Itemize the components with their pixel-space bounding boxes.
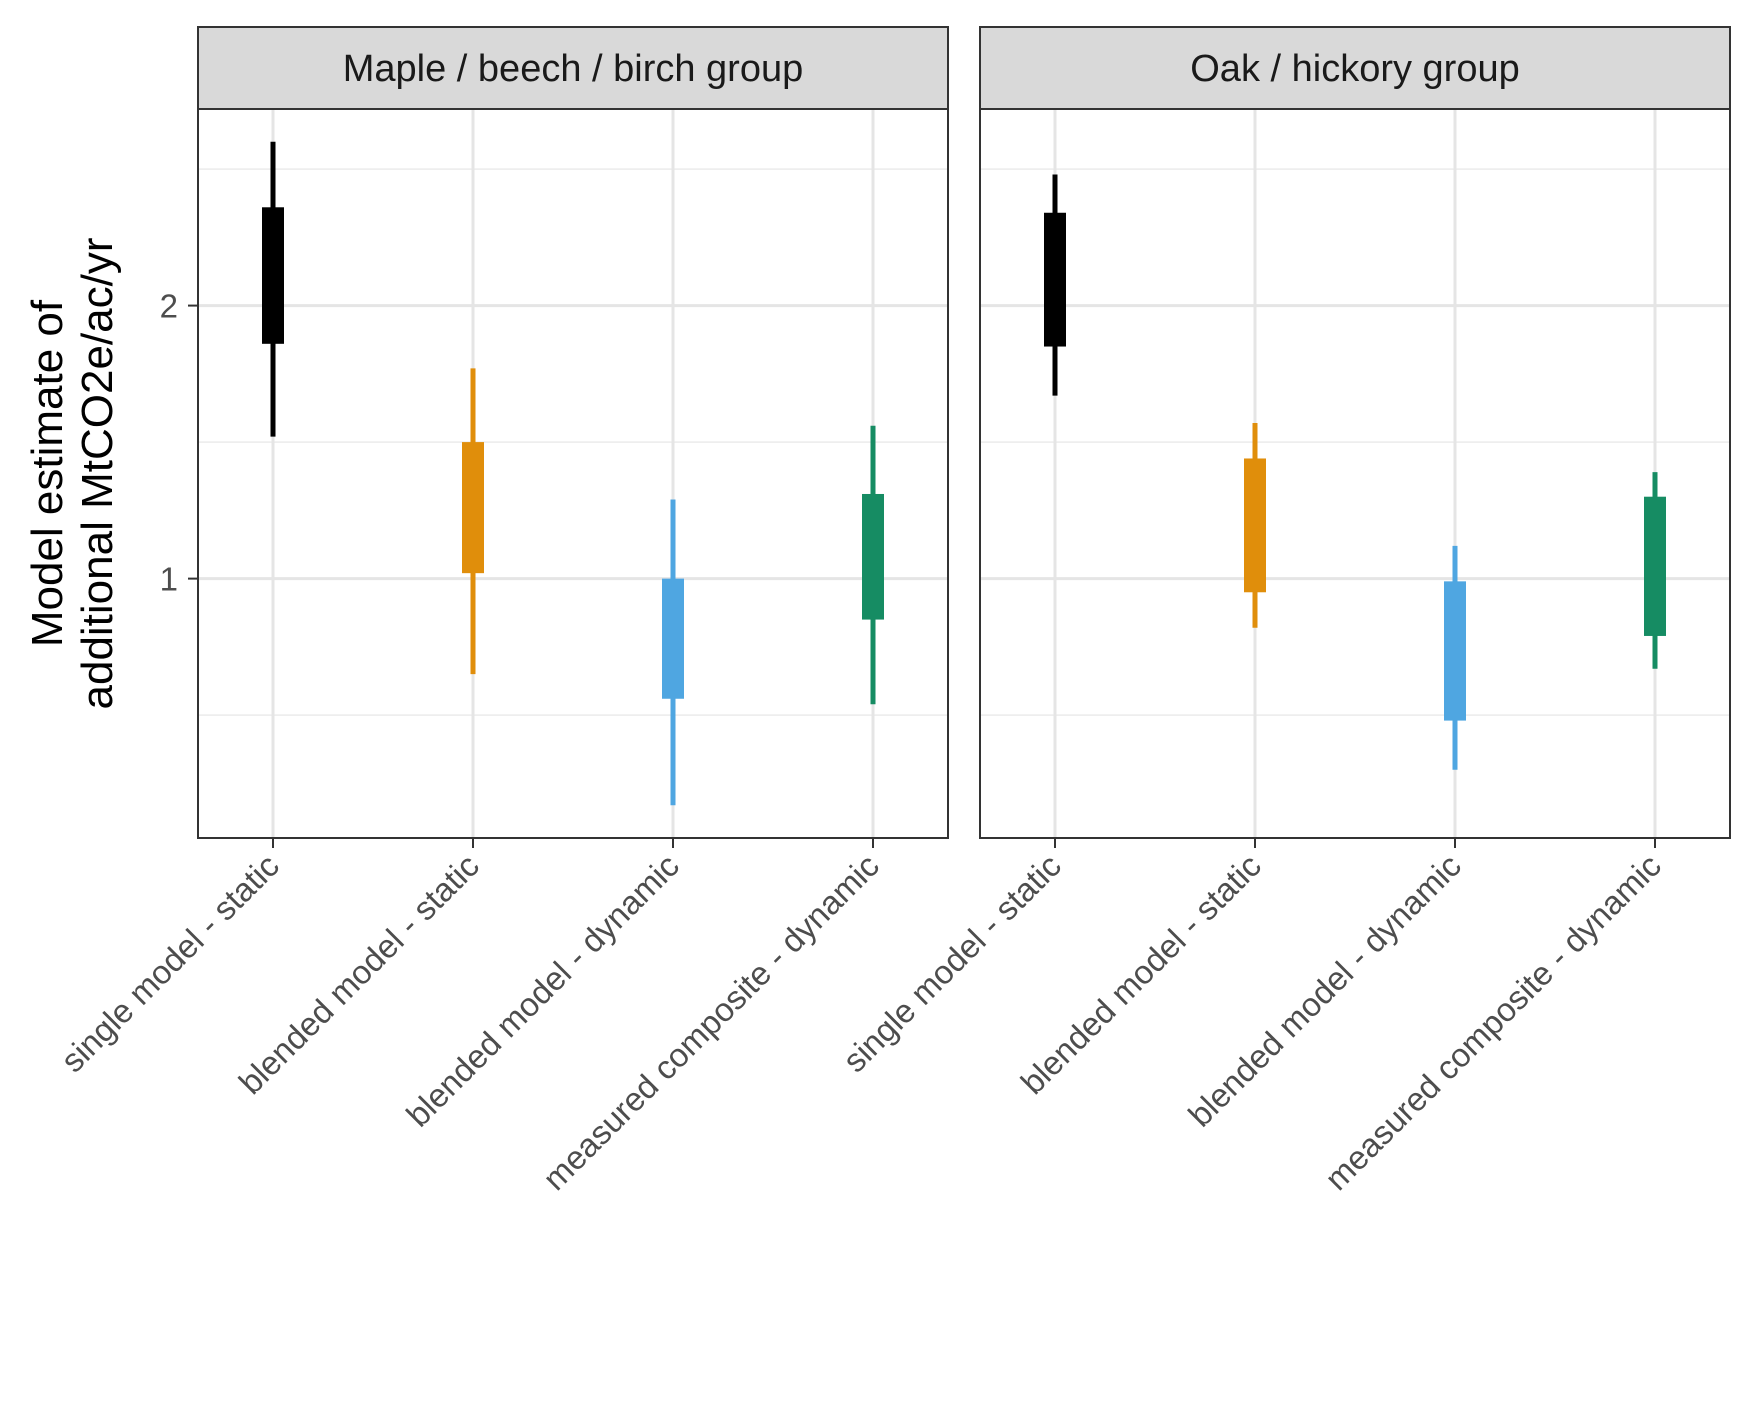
panel-2-background <box>980 109 1730 838</box>
y-tick-label-0: 1 <box>160 561 178 598</box>
panel-2-interval-inner-1 <box>1044 212 1066 347</box>
panel-1-strip <box>197 26 949 110</box>
panel-2-interval-inner-4 <box>1644 496 1666 636</box>
y-axis-title-line-1: Model estimate of <box>23 299 72 647</box>
panel-2-strip <box>979 26 1731 110</box>
panel-1-background <box>198 109 948 838</box>
panel-1-x-tick-label-1: single model - static <box>54 847 286 1079</box>
panel-2-interval-inner-3 <box>1444 581 1466 721</box>
panel-1-x-tick-label-4: measured composite - dynamic <box>536 847 886 1197</box>
panel-2-x-tick-label-4: measured composite - dynamic <box>1318 847 1668 1197</box>
panel-2-interval-inner-2 <box>1244 458 1266 593</box>
panel-1-interval-inner-3 <box>662 578 684 699</box>
panel-1-strip-title: Maple / beech / birch group <box>343 48 804 90</box>
y-tick-label-1: 2 <box>160 288 178 325</box>
panel-1-interval-inner-1 <box>262 207 284 344</box>
y-axis-title-line-2: additional MtCO2e/ac/yr <box>73 238 122 710</box>
panel-1-interval-inner-2 <box>462 442 484 574</box>
panel-1-interval-inner-4 <box>862 493 884 620</box>
panel-2-strip-title: Oak / hickory group <box>1190 48 1519 90</box>
